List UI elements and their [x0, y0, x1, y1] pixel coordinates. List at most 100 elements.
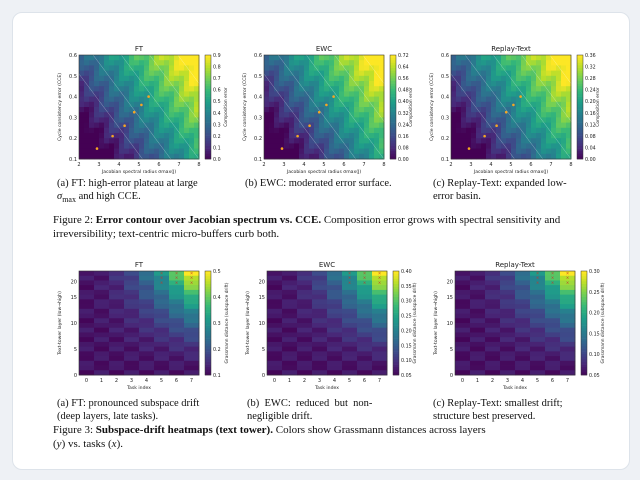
cell-marker: × — [536, 280, 539, 285]
colorbar-segment — [205, 133, 211, 136]
plot-cell — [485, 299, 501, 305]
plot-cell — [319, 55, 325, 61]
colorbar-segment — [390, 75, 396, 79]
plot-cell — [511, 96, 517, 103]
plot-cell — [516, 81, 522, 87]
plot-cell — [560, 337, 576, 343]
plot-cell — [551, 60, 557, 66]
plot-cell — [184, 351, 200, 357]
plot-cell — [500, 323, 516, 329]
plot-cell — [329, 86, 335, 92]
colorbar-segment — [577, 68, 583, 71]
plot-cell — [159, 133, 165, 139]
x-tick-label: 2 — [491, 378, 494, 384]
plot-cell — [139, 327, 155, 333]
plot-cell — [369, 148, 375, 155]
y-axis-label: Cycle consistency error (CCE) — [57, 73, 63, 141]
plot-cell — [329, 96, 335, 103]
plot-cell — [515, 308, 531, 314]
plot-cell — [94, 271, 110, 277]
plot-cell — [451, 70, 457, 77]
plot-cell — [89, 153, 95, 160]
plot-cell — [379, 65, 385, 71]
colorbar-tick-label: 0.2 — [213, 134, 221, 140]
colorbar-segment — [205, 271, 211, 274]
plot-cell — [329, 138, 335, 144]
plot-cell — [344, 138, 350, 144]
plot-cell — [109, 304, 125, 310]
colorbar-segment — [205, 68, 211, 71]
plot-cell — [501, 70, 507, 77]
plot-cell — [357, 313, 373, 319]
plot-cell — [114, 107, 120, 113]
plot-cell — [94, 138, 100, 144]
colorbar-segment — [205, 135, 211, 139]
plot-cell — [319, 91, 325, 97]
plot-cell — [267, 323, 283, 329]
plot-cell — [184, 122, 190, 129]
plot-cell — [264, 65, 270, 71]
colorbar-segment — [205, 73, 211, 77]
plot-cell — [511, 107, 517, 113]
plot-cell — [104, 117, 110, 123]
y-tick-label: 5 — [262, 347, 265, 353]
x-tick-label: 4 — [117, 162, 120, 168]
plot-cell — [546, 70, 552, 77]
plot-cell — [496, 117, 502, 123]
plot-cell — [154, 65, 160, 71]
plot-cell — [515, 337, 531, 343]
plot-cell — [359, 65, 365, 71]
plot-cell — [314, 91, 320, 97]
plot-cell — [471, 127, 477, 134]
plot-cell — [139, 65, 145, 71]
plot-cell — [521, 101, 527, 108]
plot-cell — [109, 294, 125, 300]
cell-marker: × — [363, 270, 366, 275]
plot-cell — [531, 148, 537, 155]
plot-cell — [144, 143, 150, 149]
colorbar-segment — [205, 291, 211, 295]
colorbar-segment — [581, 359, 587, 363]
plot-cell — [284, 148, 290, 155]
plot-cell — [461, 55, 467, 61]
plot-cell — [194, 60, 200, 66]
plot-cell — [485, 360, 501, 366]
plot-cell — [500, 327, 516, 333]
x-tick-label: 6 — [529, 162, 532, 168]
cell-marker: × — [551, 275, 554, 280]
colorbar-segment — [577, 109, 583, 113]
plot-cell — [184, 271, 200, 277]
plot-cell — [516, 55, 522, 61]
plot-cell — [551, 112, 557, 118]
plot-cell — [149, 143, 155, 149]
plot-cell — [471, 138, 477, 144]
plot-cell — [536, 96, 542, 103]
plot-cell — [194, 127, 200, 134]
plot-cell — [515, 356, 531, 362]
plot-cell — [560, 308, 576, 314]
plot-cell — [154, 299, 170, 305]
plot-cell — [500, 304, 516, 310]
x-tick-label: 8 — [382, 162, 385, 168]
plot-cell — [314, 112, 320, 118]
plot-cell — [154, 360, 170, 366]
plot-cell — [551, 148, 557, 155]
plot-cell — [264, 55, 270, 61]
plot-cell — [282, 271, 298, 277]
plot-cell — [481, 127, 487, 134]
plot-cell — [139, 148, 145, 155]
plot-cell — [516, 65, 522, 71]
plot-cell — [551, 70, 557, 77]
plot-cell — [304, 117, 310, 123]
plot-cell — [289, 117, 295, 123]
plot-cell — [339, 60, 345, 66]
plot-cell — [486, 143, 492, 149]
plot-cell — [372, 294, 388, 300]
plot-cell — [299, 117, 305, 123]
caption-3c: (c) Replay-Text: smallest drift; structur… — [433, 398, 563, 422]
plot-cell — [109, 117, 115, 123]
y-tick-label: 0 — [450, 373, 453, 379]
y-tick-label: 20 — [447, 279, 453, 285]
plot-cell — [144, 96, 150, 103]
